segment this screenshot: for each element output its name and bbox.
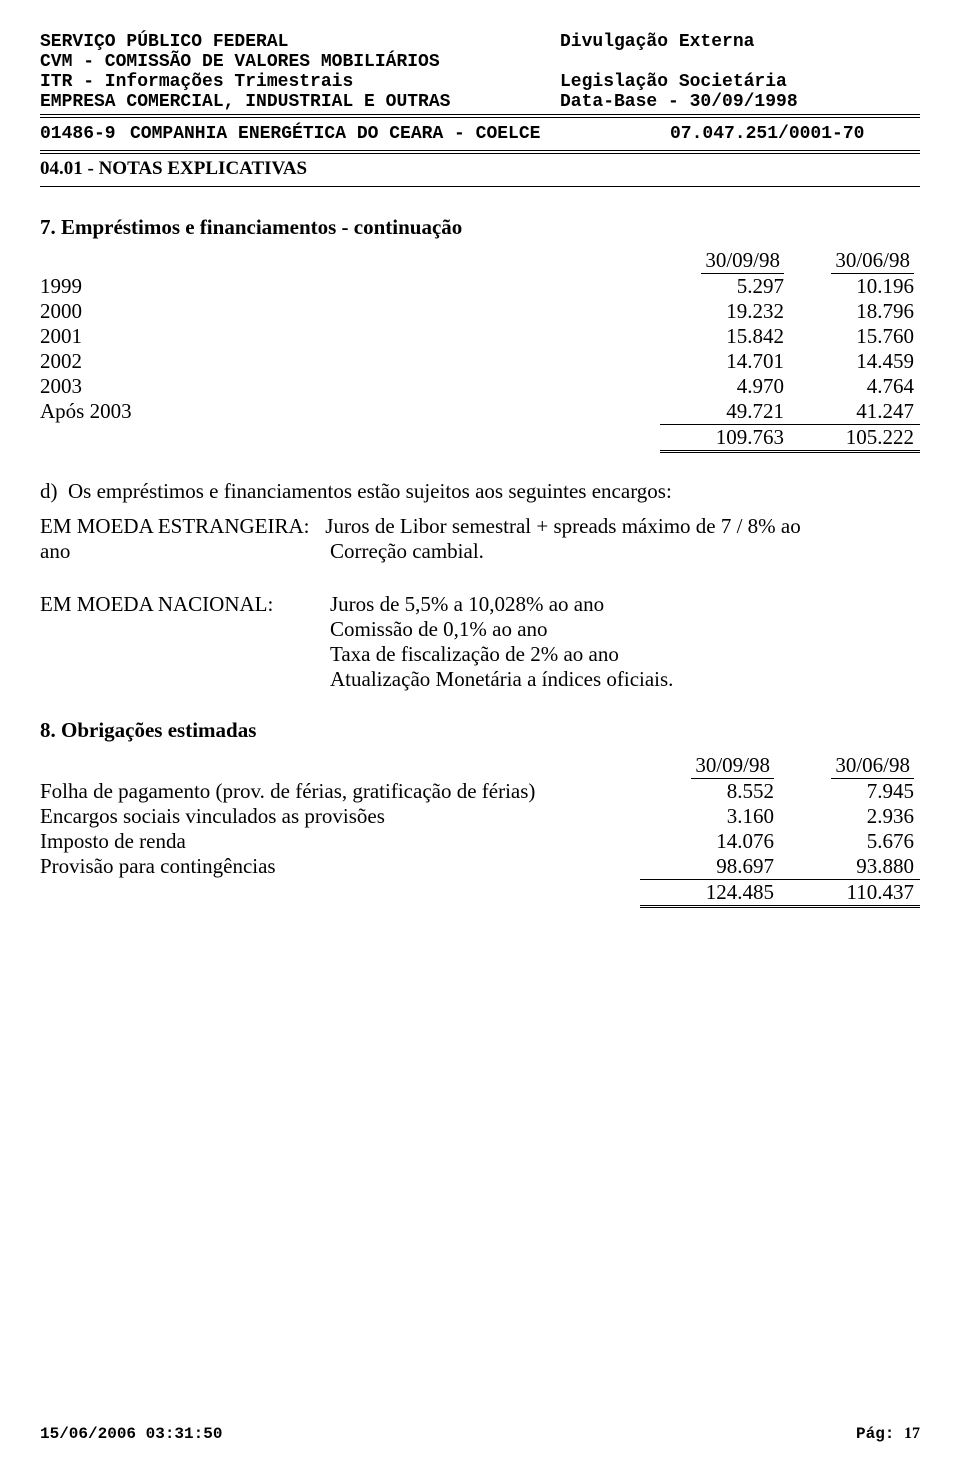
oblig-row1-label: Encargos sociais vinculados as provisões xyxy=(40,804,640,829)
foreign-line2-left: ano xyxy=(40,539,330,564)
section8-title: 8. Obrigações estimadas xyxy=(40,718,920,743)
loans-row0-label: 1999 xyxy=(40,274,660,299)
table-row: 2003 4.970 4.764 xyxy=(40,374,920,399)
table-row: 2001 15.842 15.760 xyxy=(40,324,920,349)
oblig-total-v2: 110.437 xyxy=(780,880,920,908)
oblig-header-col1: 30/09/98 xyxy=(691,753,774,779)
obligations-table: 30/09/98 30/06/98 Folha de pagamento (pr… xyxy=(40,753,920,908)
item-d-label: d) xyxy=(40,479,68,504)
loans-row1-v2: 18.796 xyxy=(790,299,920,324)
rule-4 xyxy=(40,153,920,154)
loans-row2-v1: 15.842 xyxy=(660,324,790,349)
company-cnpj: 07.047.251/0001-70 xyxy=(670,124,920,144)
table-row: Imposto de renda 14.076 5.676 xyxy=(40,829,920,854)
oblig-total-row: 124.485 110.437 xyxy=(40,880,920,908)
table-row: Encargos sociais vinculados as provisões… xyxy=(40,804,920,829)
header-line4-left: EMPRESA COMERCIAL, INDUSTRIAL E OUTRAS xyxy=(40,92,560,112)
header-line2: CVM - COMISSÃO DE VALORES MOBILIÁRIOS xyxy=(40,52,920,72)
loans-row3-v2: 14.459 xyxy=(790,349,920,374)
company-row: 01486-9 COMPANHIA ENERGÉTICA DO CEARA - … xyxy=(40,120,920,148)
table-row: Folha de pagamento (prov. de férias, gra… xyxy=(40,779,920,804)
loans-row4-v2: 4.764 xyxy=(790,374,920,399)
section-code: 04.01 - NOTAS EXPLICATIVAS xyxy=(40,156,920,180)
national-line-0: Juros de 5,5% a 10,028% ao ano xyxy=(330,592,920,617)
loans-table: 30/09/98 30/06/98 1999 5.297 10.196 2000… xyxy=(40,248,920,453)
loans-total-v2: 105.222 xyxy=(790,425,920,453)
oblig-row0-v2: 7.945 xyxy=(780,779,920,804)
header-line1-left: SERVIÇO PÚBLICO FEDERAL xyxy=(40,32,560,52)
loans-header-col1: 30/09/98 xyxy=(701,248,784,274)
header-line3-right: Legislação Societária xyxy=(560,72,920,92)
rule-3 xyxy=(40,150,920,151)
table-row: Após 2003 49.721 41.247 xyxy=(40,399,920,425)
loans-header-col2: 30/06/98 xyxy=(831,248,914,274)
loans-total-v1: 109.763 xyxy=(660,425,790,453)
oblig-row1-v1: 3.160 xyxy=(640,804,780,829)
rule-1 xyxy=(40,114,920,115)
loans-row5-v1: 49.721 xyxy=(660,399,790,425)
loans-total-row: 109.763 105.222 xyxy=(40,425,920,453)
oblig-row3-v1: 98.697 xyxy=(640,854,780,880)
loans-row5-v2: 41.247 xyxy=(790,399,920,425)
loans-row2-label: 2001 xyxy=(40,324,660,349)
footer-page-number: 17 xyxy=(904,1425,920,1442)
rule-2 xyxy=(40,117,920,118)
national-label: EM MOEDA NACIONAL: xyxy=(40,592,330,692)
table-row: 2000 19.232 18.796 xyxy=(40,299,920,324)
footer-timestamp: 15/06/2006 03:31:50 xyxy=(40,1425,222,1443)
header-line1-right: Divulgação Externa xyxy=(560,32,920,52)
national-currency-block: EM MOEDA NACIONAL: Juros de 5,5% a 10,02… xyxy=(40,592,920,692)
oblig-row3-v2: 93.880 xyxy=(780,854,920,880)
regulatory-header: SERVIÇO PÚBLICO FEDERAL Divulgação Exter… xyxy=(40,32,920,112)
oblig-header-col2: 30/06/98 xyxy=(831,753,914,779)
loans-row0-v1: 5.297 xyxy=(660,274,790,299)
footer-page-label: Pág: xyxy=(856,1425,894,1443)
rule-5 xyxy=(40,186,920,187)
loans-row1-v1: 19.232 xyxy=(660,299,790,324)
oblig-row2-v2: 5.676 xyxy=(780,829,920,854)
table-row: 2002 14.701 14.459 xyxy=(40,349,920,374)
table-row: 1999 5.297 10.196 xyxy=(40,274,920,299)
national-line-3: Atualização Monetária a índices oficiais… xyxy=(330,667,920,692)
oblig-row0-v1: 8.552 xyxy=(640,779,780,804)
item-d-text: Os empréstimos e financiamentos estão su… xyxy=(68,479,920,504)
loans-row3-v1: 14.701 xyxy=(660,349,790,374)
oblig-row1-v2: 2.936 xyxy=(780,804,920,829)
loans-row4-v1: 4.970 xyxy=(660,374,790,399)
foreign-label: EM MOEDA ESTRANGEIRA: xyxy=(40,514,310,538)
oblig-row3-label: Provisão para contingências xyxy=(40,854,640,880)
oblig-row0-label: Folha de pagamento (prov. de férias, gra… xyxy=(40,779,640,804)
loans-row4-label: 2003 xyxy=(40,374,660,399)
foreign-line2-right: Correção cambial. xyxy=(330,539,484,564)
loans-row1-label: 2000 xyxy=(40,299,660,324)
item-d: d) Os empréstimos e financiamentos estão… xyxy=(40,479,920,504)
national-line-1: Comissão de 0,1% ao ano xyxy=(330,617,920,642)
loans-row5-label: Após 2003 xyxy=(40,399,660,425)
company-code: 01486-9 xyxy=(40,124,130,144)
loans-row3-label: 2002 xyxy=(40,349,660,374)
loans-row2-v2: 15.760 xyxy=(790,324,920,349)
loans-row0-v2: 10.196 xyxy=(790,274,920,299)
page-footer: 15/06/2006 03:31:50 Pág: 17 xyxy=(40,1425,920,1443)
national-line-2: Taxa de fiscalização de 2% ao ano xyxy=(330,642,920,667)
oblig-total-v1: 124.485 xyxy=(640,880,780,908)
table-row: Provisão para contingências 98.697 93.88… xyxy=(40,854,920,880)
header-line3-left: ITR - Informações Trimestrais xyxy=(40,72,560,92)
oblig-row2-label: Imposto de renda xyxy=(40,829,640,854)
foreign-currency-line2: ano Correção cambial. xyxy=(40,539,920,564)
header-line4-right: Data-Base - 30/09/1998 xyxy=(560,92,920,112)
section7-title: 7. Empréstimos e financiamentos - contin… xyxy=(40,215,920,240)
foreign-line1: Juros de Libor semestral + spreads máxim… xyxy=(325,514,800,538)
company-name: COMPANHIA ENERGÉTICA DO CEARA - COELCE xyxy=(130,124,670,144)
foreign-currency-block: EM MOEDA ESTRANGEIRA: Juros de Libor sem… xyxy=(40,514,920,539)
oblig-row2-v1: 14.076 xyxy=(640,829,780,854)
